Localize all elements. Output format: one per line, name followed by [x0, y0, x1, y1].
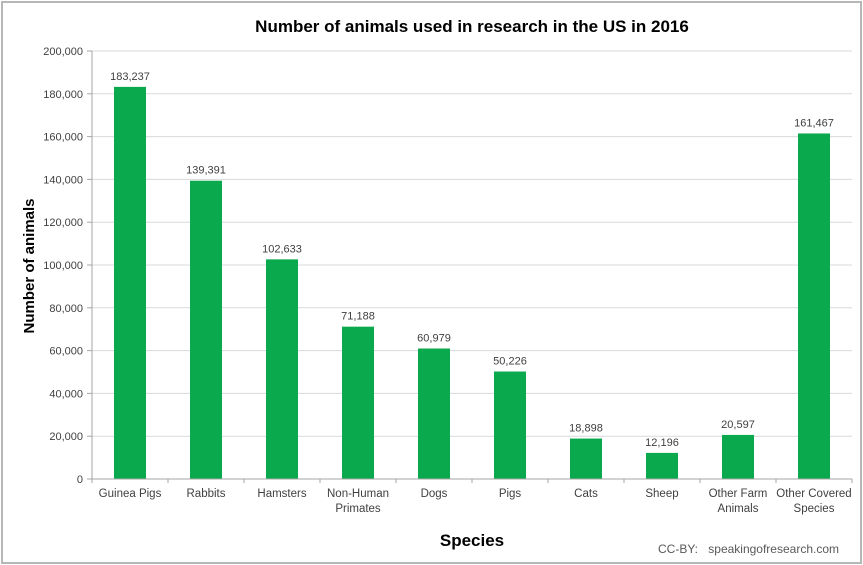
- bar-value-label: 12,196: [645, 437, 679, 449]
- bar-value-label: 102,633: [262, 243, 302, 255]
- category-label: Other Covered Species: [776, 488, 851, 515]
- y-tick-label: 20,000: [49, 431, 83, 443]
- category-label: Dogs: [421, 488, 448, 500]
- bar-value-label: 60,979: [417, 333, 451, 345]
- y-axis-title: Number of animals: [21, 198, 38, 333]
- x-axis-title: Species: [440, 531, 504, 550]
- y-tick-label: 100,000: [43, 260, 83, 272]
- category-label: Rabbits: [187, 488, 226, 500]
- bar-guinea-pigs: [114, 86, 146, 480]
- bar-sheep: [646, 452, 678, 479]
- y-tick-label: 0: [77, 474, 83, 486]
- bar-dogs: [418, 348, 450, 479]
- attribution-source: speakingofresearch.com: [708, 542, 839, 556]
- bar-other-farm-animals: [722, 434, 754, 479]
- bar-value-label: 139,391: [186, 165, 226, 177]
- bar-value-label: 18,898: [569, 423, 603, 435]
- bar-value-label: 183,237: [110, 71, 150, 83]
- plot-area: 183,237 139,391 102,633 71,188 60,979 50,226 1…: [43, 46, 853, 515]
- chart-title: Number of animals used in research in th…: [255, 17, 689, 36]
- bar-rabbits: [190, 180, 222, 480]
- y-tick-label: 60,000: [49, 346, 83, 358]
- category-label: Non-Human Primates: [327, 488, 389, 515]
- category-label: Cats: [574, 488, 598, 500]
- bar-hamsters: [266, 259, 298, 479]
- bar-non-human-primates: [342, 326, 374, 479]
- y-tick-label: 200,000: [43, 46, 83, 58]
- bar-value-label: 50,226: [493, 356, 527, 368]
- y-tick-label: 180,000: [43, 89, 83, 101]
- chart-canvas: 183,237 139,391 102,633 71,188 60,979 50,226 1…: [21, 17, 853, 556]
- category-label: Hamsters: [257, 488, 306, 500]
- category-label: Guinea Pigs: [99, 488, 162, 500]
- bar-value-label: 161,467: [794, 117, 834, 129]
- bar-value-label: 20,597: [721, 419, 755, 431]
- y-tick-label: 120,000: [43, 217, 83, 229]
- category-label: Other Farm Animals: [709, 488, 768, 515]
- y-tick-label: 140,000: [43, 174, 83, 186]
- bar-other-covered-species: [798, 133, 830, 479]
- category-label: Pigs: [499, 488, 522, 500]
- y-tick-label: 40,000: [49, 388, 83, 400]
- bar-value-label: 71,188: [341, 311, 375, 323]
- bar-pigs: [494, 371, 526, 479]
- category-label: Sheep: [645, 488, 678, 500]
- bar-cats: [570, 438, 602, 479]
- y-tick-label: 160,000: [43, 132, 83, 144]
- y-tick-label: 80,000: [49, 303, 83, 315]
- license-label: CC-BY:: [658, 542, 698, 556]
